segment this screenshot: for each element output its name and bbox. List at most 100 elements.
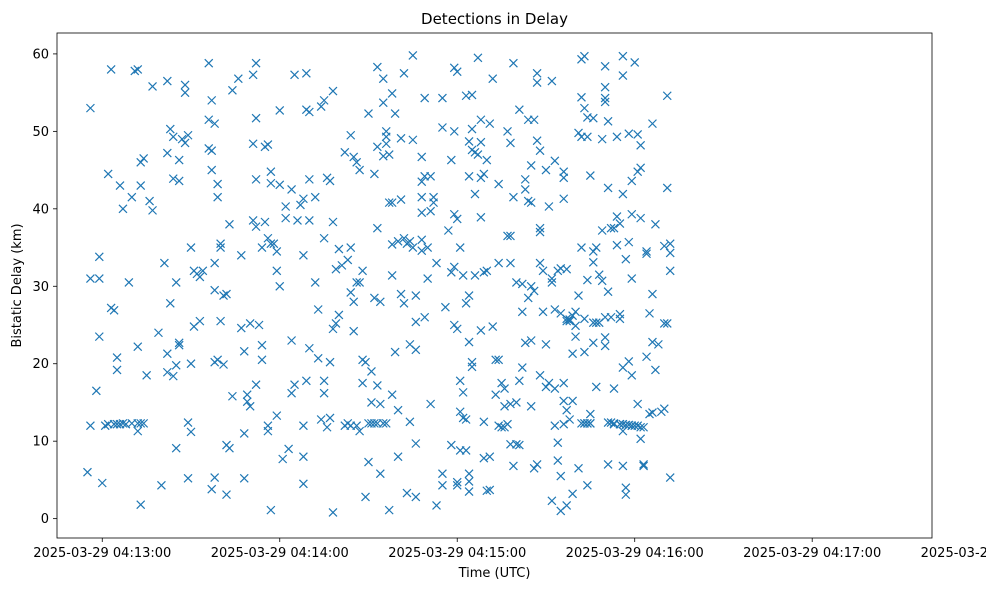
data-point — [476, 115, 486, 125]
data-point — [343, 255, 353, 265]
data-point — [615, 309, 625, 319]
data-point — [464, 469, 474, 479]
data-point — [582, 480, 592, 490]
data-point — [591, 243, 601, 252]
data-point — [665, 266, 675, 276]
data-point — [319, 376, 329, 386]
data-point — [266, 505, 276, 515]
data-point — [236, 323, 246, 333]
data-point — [349, 326, 359, 336]
data-point — [227, 85, 237, 95]
data-point — [648, 337, 657, 347]
data-point — [659, 404, 669, 414]
data-point — [165, 124, 175, 134]
data-point — [574, 463, 583, 473]
data-point — [544, 202, 554, 211]
data-point — [438, 480, 447, 490]
data-point — [145, 196, 155, 206]
data-point — [313, 353, 323, 363]
data-point — [378, 151, 388, 161]
data-point — [316, 415, 326, 424]
data-point — [319, 233, 329, 243]
data-point — [446, 440, 456, 450]
data-point — [346, 130, 356, 140]
data-point — [500, 401, 509, 411]
data-point — [316, 102, 326, 112]
data-point — [440, 302, 450, 312]
data-point — [642, 352, 651, 362]
data-point — [180, 88, 190, 98]
data-point — [239, 346, 249, 356]
data-point — [301, 376, 311, 386]
data-point — [133, 426, 143, 436]
data-point — [429, 198, 438, 208]
data-point — [210, 119, 220, 129]
data-point — [559, 378, 569, 388]
data-point — [514, 376, 524, 386]
data-point — [378, 98, 388, 108]
data-point — [154, 328, 163, 338]
data-point — [547, 277, 557, 287]
data-point — [319, 388, 329, 398]
data-point — [580, 347, 589, 357]
data-point — [290, 70, 299, 80]
data-point — [86, 274, 95, 283]
data-point — [650, 365, 660, 375]
data-point — [375, 469, 385, 479]
data-point — [405, 417, 415, 427]
data-point — [535, 370, 545, 380]
data-point — [319, 95, 329, 105]
data-point — [293, 216, 302, 225]
data-point — [207, 165, 217, 175]
data-point — [449, 209, 459, 219]
y-tick-label: 50 — [32, 125, 49, 140]
data-point — [387, 88, 397, 98]
data-point — [186, 427, 196, 437]
data-point — [263, 421, 273, 431]
data-point — [624, 356, 634, 366]
data-point — [600, 82, 610, 92]
data-point — [624, 237, 634, 247]
data-point — [210, 285, 220, 295]
data-point — [574, 128, 583, 138]
data-point — [136, 418, 146, 428]
data-point — [509, 58, 518, 68]
data-point — [216, 243, 226, 252]
data-point — [529, 463, 539, 473]
data-point — [535, 223, 545, 233]
data-point — [168, 132, 178, 142]
data-point — [372, 223, 382, 233]
data-point — [633, 130, 643, 139]
data-point — [473, 150, 483, 160]
data-point — [452, 214, 462, 224]
data-point — [278, 454, 288, 464]
data-point — [171, 443, 181, 453]
data-point — [648, 119, 657, 129]
data-point — [523, 293, 533, 303]
data-point — [627, 176, 637, 186]
data-point — [162, 349, 172, 359]
data-point — [562, 264, 572, 274]
y-tick-label: 20 — [32, 357, 49, 372]
x-tick-label: 2025-03-29 04:13:00 — [33, 546, 171, 561]
data-point — [455, 407, 465, 417]
data-point — [529, 115, 539, 125]
data-point — [204, 58, 214, 68]
data-point — [213, 179, 223, 189]
data-point — [580, 103, 589, 113]
data-point — [603, 287, 613, 297]
data-point — [580, 314, 589, 324]
data-point — [591, 318, 601, 328]
data-point — [597, 276, 607, 286]
data-point — [304, 216, 314, 225]
data-point — [494, 179, 504, 189]
data-point — [361, 492, 370, 502]
data-point — [491, 355, 501, 365]
data-point — [591, 382, 601, 392]
data-point — [423, 243, 433, 252]
data-point — [142, 370, 152, 380]
data-point — [207, 484, 217, 494]
data-point — [387, 240, 397, 249]
data-point — [171, 360, 181, 370]
data-point — [225, 219, 234, 229]
